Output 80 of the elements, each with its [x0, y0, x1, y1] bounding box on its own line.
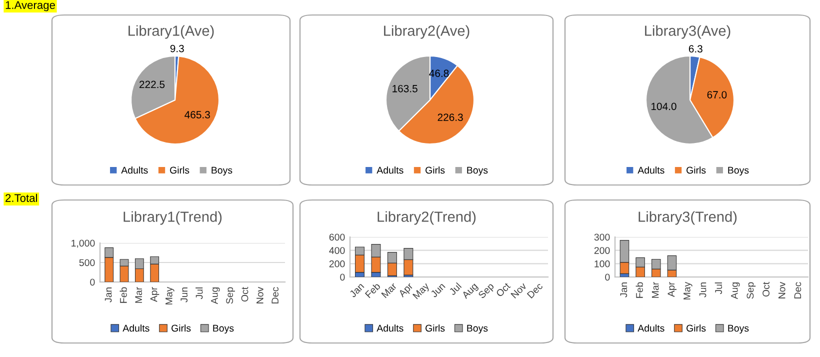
legend-label: Boys [213, 324, 234, 334]
legend-label: Adults [638, 324, 664, 332]
x-tick-label: Sep [746, 282, 756, 299]
chart-title: Library1(Trend) [124, 211, 222, 225]
x-tick-label: May [166, 286, 174, 304]
x-tick-label: Jun [180, 287, 188, 302]
legend-label: Adults [121, 166, 148, 174]
legend-label: Adults [638, 166, 664, 174]
x-tick-label: Dec [272, 287, 279, 304]
y-tick-label: 0 [340, 274, 345, 281]
y-tick-label: 600 [329, 234, 345, 241]
text: 2.Total [6, 194, 37, 202]
x-tick-label: Feb [364, 282, 381, 298]
x-tick-label: Aug [461, 282, 480, 300]
legend-label: Adults [376, 166, 404, 174]
x-tick-label: Nov [510, 282, 528, 299]
x-tick-label: Sep [478, 282, 496, 300]
legend-label: Girls [170, 166, 190, 174]
legend-label: Girls [426, 324, 445, 332]
x-tick-label: May [684, 282, 692, 300]
legend-label: Adults [122, 324, 150, 332]
x-tick-label: Nov [778, 282, 786, 298]
legend-label: Girls [172, 324, 191, 332]
chart-title: Library2(Trend) [378, 211, 476, 225]
x-tick-label: Mar [652, 282, 659, 298]
y-tick-label: 1,000 [72, 240, 95, 248]
x-tick-label: Mar [381, 282, 398, 298]
legend-label: Girls [426, 166, 445, 174]
y-tick-label: 300 [594, 234, 610, 241]
data-label: 9.3 [170, 44, 184, 52]
x-tick-label: Dec [526, 282, 544, 299]
y-tick-label: 0 [605, 274, 610, 281]
x-tick-label: Jul [196, 288, 203, 300]
x-tick-label: Feb [120, 287, 127, 303]
x-tick-label: Oct [762, 282, 770, 297]
x-tick-label: Nov [256, 286, 264, 304]
x-tick-label: May [412, 282, 432, 301]
x-tick-label: Feb [636, 282, 643, 298]
y-tick-label: 0 [90, 278, 95, 286]
legend-label: Boys [467, 324, 488, 334]
legend-label: Girls [686, 166, 706, 174]
chart-title: Library3(Ave) [645, 25, 730, 39]
legend-label: Boys [728, 324, 749, 334]
x-tick-label: Dec [794, 282, 802, 298]
x-tick-label: Jul [448, 282, 462, 296]
legend-label: Girls [686, 324, 706, 332]
legend-label: Boys [728, 166, 749, 176]
x-tick-label: Aug [211, 287, 220, 304]
y-tick-label: 200 [594, 247, 610, 254]
x-tick-label: Apr [668, 282, 676, 297]
legend-label: Boys [212, 166, 232, 176]
x-tick-label: Jan [620, 282, 628, 298]
x-tick-label: Oct [241, 286, 248, 302]
x-tick-label: Jun [699, 282, 706, 298]
x-tick-label: Oct [496, 282, 511, 298]
chart-title: Library2(Ave) [384, 25, 470, 39]
x-tick-label: Jan [349, 282, 364, 298]
text: 1.Average [6, 1, 55, 12]
x-tick-label: Jun [430, 282, 446, 298]
data-label: 226.3 [438, 114, 463, 122]
x-tick-label: Sep [226, 287, 235, 304]
data-label: 222.5 [139, 80, 165, 88]
y-tick-label: 400 [329, 247, 345, 254]
x-tick-label: Aug [731, 282, 740, 300]
legend-label: Boys [467, 166, 488, 176]
x-tick-label: Mar [135, 287, 142, 303]
y-tick-label: 100 [594, 260, 610, 268]
data-label: 6.3 [688, 45, 702, 53]
chart-title: Library1(Ave) [128, 25, 214, 39]
data-label: 104.0 [651, 102, 676, 110]
data-label: 465.3 [184, 111, 210, 118]
x-tick-label: Jul [714, 282, 722, 294]
x-tick-label: Apr [150, 287, 160, 302]
data-label: 67.0 [707, 91, 727, 98]
chart-title: Library3(Trend) [638, 211, 737, 225]
x-tick-label: Jan [104, 287, 112, 302]
y-tick-label: 200 [329, 260, 345, 268]
y-tick-label: 500 [79, 259, 95, 266]
data-label: 163.5 [392, 84, 418, 92]
legend-label: Adults [376, 324, 404, 332]
